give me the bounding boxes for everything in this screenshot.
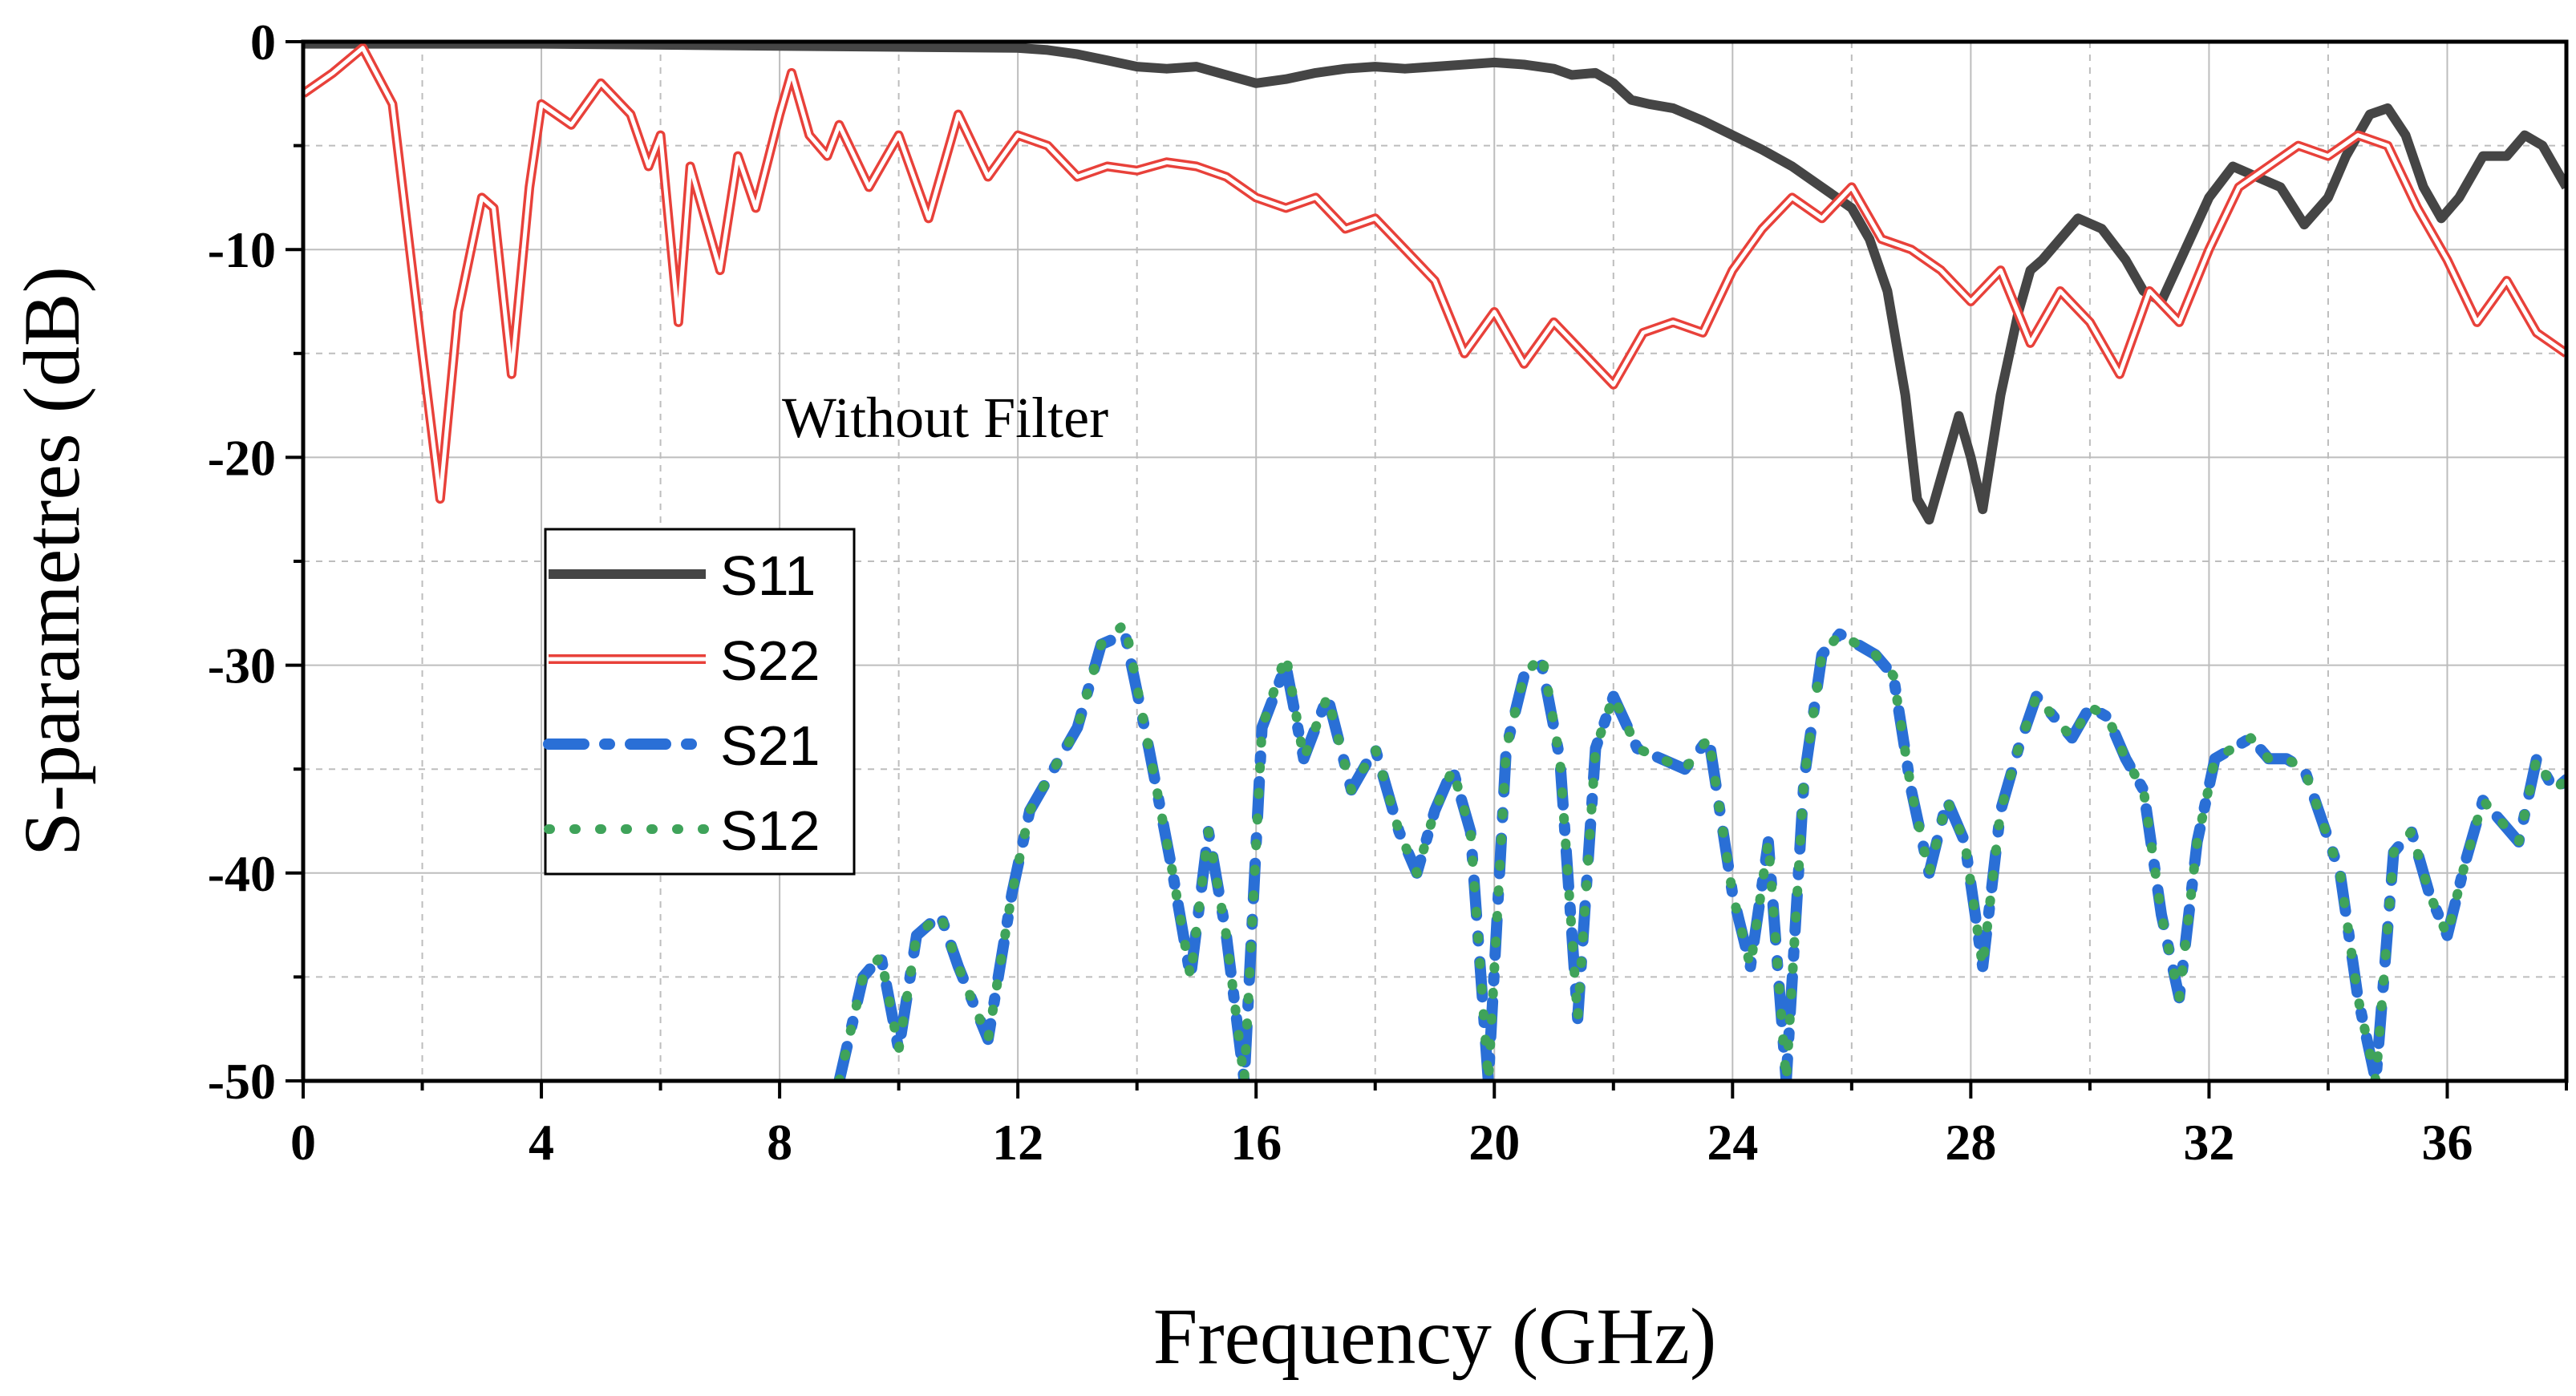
x-tick-label: 28: [1945, 1114, 1996, 1171]
x-tick-label: 8: [767, 1114, 792, 1171]
annotation-text: Without Filter: [782, 386, 1108, 450]
x-tick-label: 32: [2183, 1114, 2234, 1171]
axis-ticks: 0 4 8 12 16 20 24 28 32 36 0 -10 -20 -30 -40 -50: [208, 14, 2568, 1171]
legend-item-s22: S22: [549, 629, 820, 692]
y-tick-label: -30: [208, 637, 276, 694]
x-tick-label: 0: [290, 1114, 316, 1171]
legend-label-s12: S12: [720, 799, 820, 862]
legend-item-s12: S12: [544, 799, 820, 862]
y-tick-label: 0: [250, 14, 276, 71]
y-tick-label: -20: [208, 429, 276, 486]
series-group: [303, 42, 2566, 1081]
x-axis-label: Frequency (GHz): [1153, 1292, 1717, 1381]
y-tick-label: -40: [208, 845, 276, 902]
x-tick-label: 20: [1468, 1114, 1520, 1171]
y-tick-label: -10: [208, 221, 276, 278]
x-tick-label: 16: [1230, 1114, 1282, 1171]
legend-box: [544, 528, 856, 876]
series-s21-line: [833, 628, 2566, 1081]
series-s12-line: [834, 618, 2566, 1081]
legend-label-s22: S22: [720, 629, 820, 692]
series-s11-line: [303, 42, 2566, 525]
legend-item-s11: S11: [549, 544, 816, 607]
legend-item-s21: S21: [543, 714, 820, 777]
y-axis-label: S-parametres (dB): [7, 266, 96, 856]
legend-label-s11: S11: [720, 544, 816, 607]
legend-label-s21: S21: [720, 714, 820, 777]
y-tick-label: -50: [208, 1053, 276, 1110]
x-tick-label: 36: [2421, 1114, 2473, 1171]
series-s22-line: [303, 42, 2566, 504]
series-s22-line-inner: [303, 46, 2566, 501]
x-tick-label: 24: [1707, 1114, 1758, 1171]
legend: S11 S22 S21 S12: [543, 528, 856, 876]
x-tick-label: 4: [529, 1114, 554, 1171]
x-tick-label: 12: [992, 1114, 1043, 1171]
